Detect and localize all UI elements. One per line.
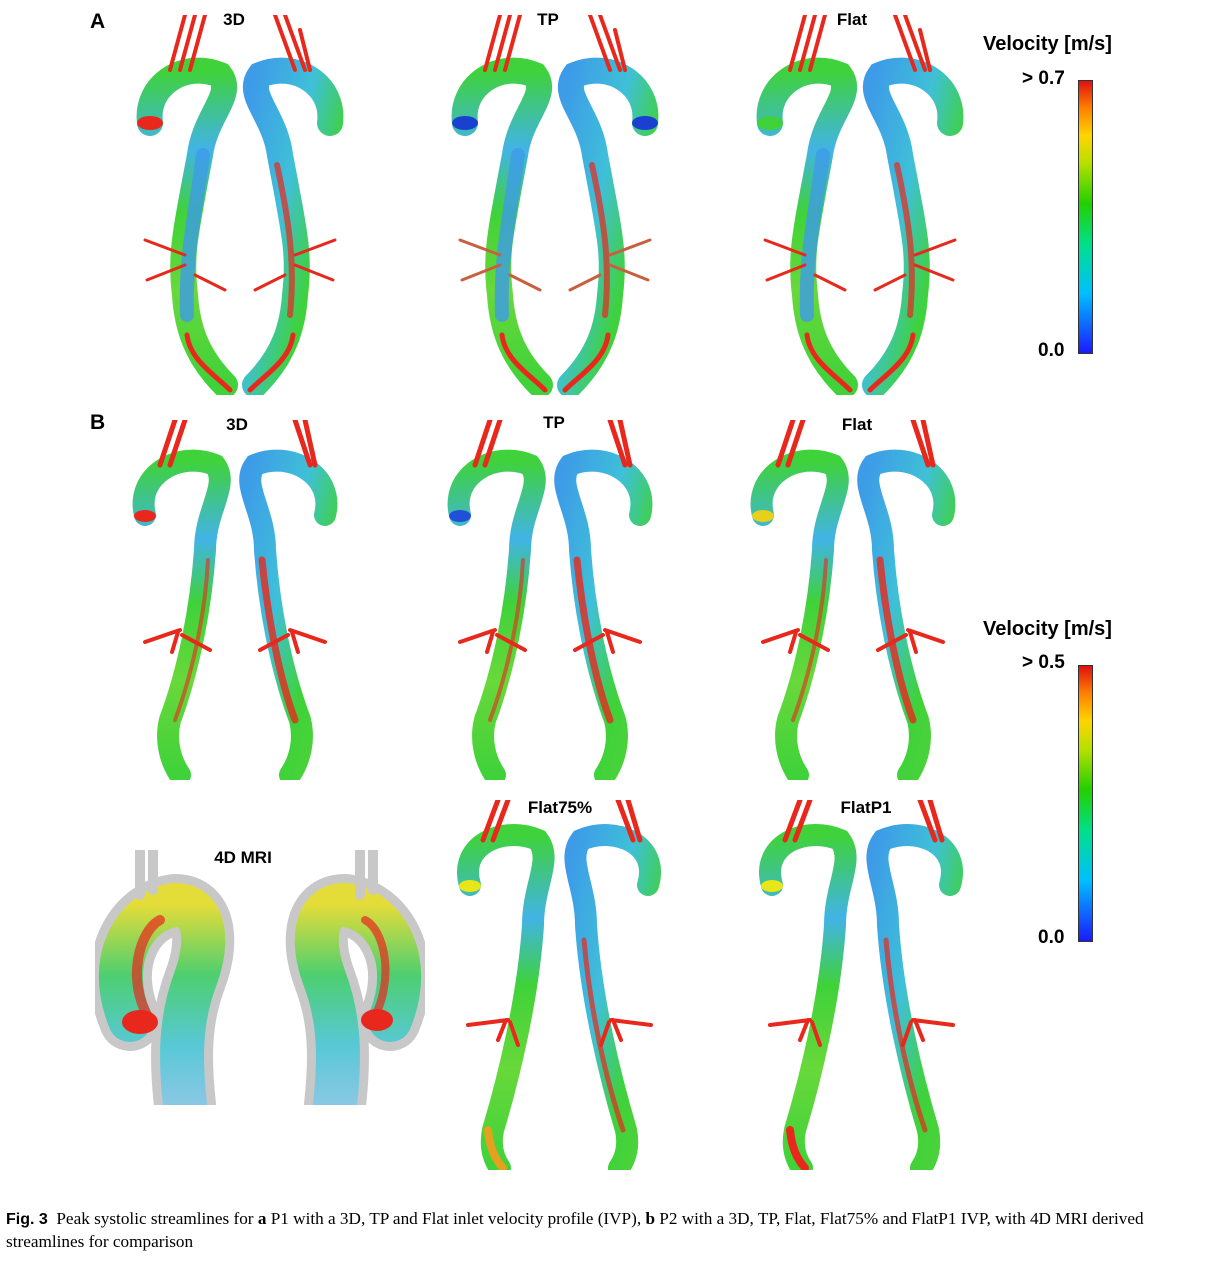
aorta-figure-b-tp: [447, 420, 653, 780]
caption-part-a: a: [257, 1209, 267, 1228]
aorta-figure-b-3d: [132, 420, 338, 780]
legend-b-title: Velocity [m/s]: [983, 618, 1112, 640]
legend-a-title: Velocity [m/s]: [983, 33, 1112, 55]
panel-b-title-flatp1: FlatP1: [840, 798, 892, 817]
legend-b-colorbar: [1078, 665, 1093, 942]
caption-text-1: Peak systolic streamlines for: [56, 1209, 254, 1228]
caption-text-3: P2 with a 3D, TP, Flat, Flat75% and Flat…: [6, 1209, 1144, 1251]
legend-a-min: 0.0: [1038, 340, 1065, 361]
mri-figure-4d: [95, 850, 425, 1105]
panel-b-title-tp: TP: [543, 413, 565, 432]
panel-a-title-flat: Flat: [836, 10, 868, 29]
panel-a-title-3d: 3D: [223, 10, 245, 29]
legend-a-max: > 0.7: [1022, 68, 1065, 89]
legend-a-colorbar: [1078, 80, 1093, 354]
panel-b-title-4dmri: 4D MRI: [214, 848, 272, 867]
panel-b-title-flat75: Flat75%: [527, 798, 593, 817]
legend-b-min: 0.0: [1038, 927, 1065, 948]
caption-text-2: P1 with a 3D, TP and Flat inlet velocity…: [270, 1209, 642, 1228]
aorta-figure-b-flat: [750, 420, 956, 780]
caption-label: Fig. 3: [6, 1211, 48, 1228]
panel-b-title-flat: Flat: [841, 415, 873, 434]
caption-part-b: b: [645, 1209, 655, 1228]
panel-b-letter: B: [90, 411, 106, 434]
panel-a-letter: A: [90, 10, 106, 33]
aorta-figure-b-flatp1: [759, 800, 963, 1170]
aorta-figure-a-flat: [756, 15, 964, 395]
panel-a-title-tp: TP: [537, 10, 559, 29]
aorta-figure-a-3d: [136, 15, 344, 395]
legend-b-max: > 0.5: [1022, 652, 1065, 673]
aorta-figure-a-tp: [451, 15, 659, 395]
aorta-figure-b-flat75: [457, 800, 661, 1170]
panel-b-title-3d: 3D: [226, 415, 248, 434]
figure-caption: Fig. 3 Peak systolic streamlines for a P…: [6, 1208, 1211, 1253]
